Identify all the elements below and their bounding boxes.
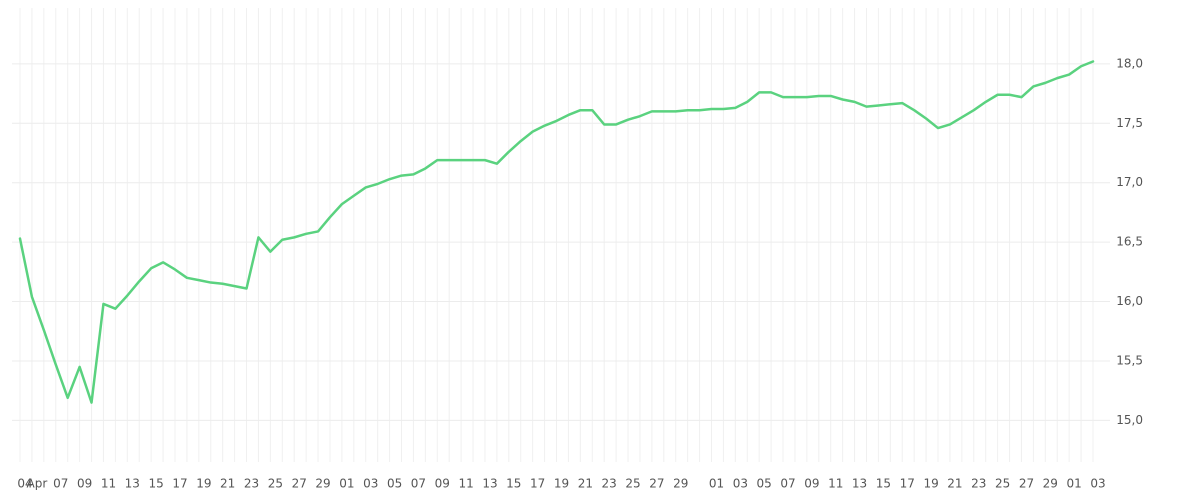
x-tick-label: 01 bbox=[709, 477, 724, 491]
x-tick-label: 13 bbox=[482, 477, 497, 491]
x-tick-label: 19 bbox=[554, 477, 569, 491]
x-tick-label: 27 bbox=[1019, 477, 1034, 491]
x-tick-label: 21 bbox=[947, 477, 962, 491]
x-tick-label: 01 bbox=[339, 477, 354, 491]
x-tick-label: 15 bbox=[149, 477, 164, 491]
x-tick-label: 17 bbox=[172, 477, 187, 491]
x-tick-label: 21 bbox=[220, 477, 235, 491]
x-tick-label: 09 bbox=[804, 477, 819, 491]
x-tick-label: 09 bbox=[435, 477, 450, 491]
x-tick-label: 05 bbox=[387, 477, 402, 491]
x-tick-label: 04 bbox=[17, 477, 32, 491]
x-tick-label: 23 bbox=[971, 477, 986, 491]
x-tick-label: 15 bbox=[506, 477, 521, 491]
x-tick-label: 17 bbox=[530, 477, 545, 491]
x-tick-label: 11 bbox=[458, 477, 473, 491]
x-tick-label: 11 bbox=[101, 477, 116, 491]
price-line bbox=[18, 60, 1095, 404]
x-tick-label: 19 bbox=[923, 477, 938, 491]
x-tick-label: 01 bbox=[1067, 477, 1082, 491]
x-tick-label: 27 bbox=[292, 477, 307, 491]
x-tick-label: 29 bbox=[1043, 477, 1058, 491]
y-tick-label: 18,0 bbox=[1116, 56, 1143, 70]
x-tick-label: 11 bbox=[828, 477, 843, 491]
x-tick-label: 21 bbox=[578, 477, 593, 491]
x-tick-label: 25 bbox=[268, 477, 283, 491]
x-tick-label: 05 bbox=[757, 477, 772, 491]
x-tick-label: 07 bbox=[53, 477, 68, 491]
x-tick-label: 29 bbox=[673, 477, 688, 491]
x-tick-label: 09 bbox=[77, 477, 92, 491]
x-tick-label: 15 bbox=[876, 477, 891, 491]
x-tick-label: 07 bbox=[411, 477, 426, 491]
y-tick-label: 17,0 bbox=[1116, 175, 1143, 189]
y-tick-label: 17,5 bbox=[1116, 116, 1143, 130]
y-tick-label: 16,0 bbox=[1116, 294, 1143, 308]
x-tick-label: 29 bbox=[315, 477, 330, 491]
x-tick-label: 03 bbox=[363, 477, 378, 491]
x-tick-label: Apr bbox=[27, 477, 48, 491]
x-tick-label: 03 bbox=[1090, 477, 1105, 491]
y-tick-label: 16,5 bbox=[1116, 235, 1143, 249]
y-tick-label: 15,5 bbox=[1116, 353, 1143, 367]
x-tick-label: 07 bbox=[780, 477, 795, 491]
x-tick-label: 19 bbox=[196, 477, 211, 491]
x-tick-label: 23 bbox=[602, 477, 617, 491]
x-tick-label: 17 bbox=[900, 477, 915, 491]
y-tick-label: 15,0 bbox=[1116, 413, 1143, 427]
x-tick-label: 13 bbox=[125, 477, 140, 491]
x-tick-label: 03 bbox=[733, 477, 748, 491]
x-tick-label: 23 bbox=[244, 477, 259, 491]
x-tick-label: 25 bbox=[625, 477, 640, 491]
x-tick-label: 13 bbox=[852, 477, 867, 491]
x-tick-label: 27 bbox=[649, 477, 664, 491]
x-tick-label: 25 bbox=[995, 477, 1010, 491]
